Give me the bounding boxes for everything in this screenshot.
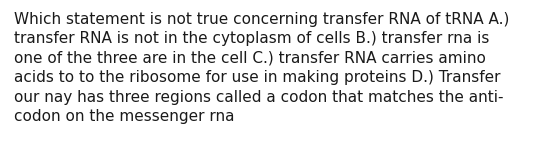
Text: Which statement is not true concerning transfer RNA of tRNA A.)
transfer RNA is : Which statement is not true concerning t… <box>14 12 509 124</box>
